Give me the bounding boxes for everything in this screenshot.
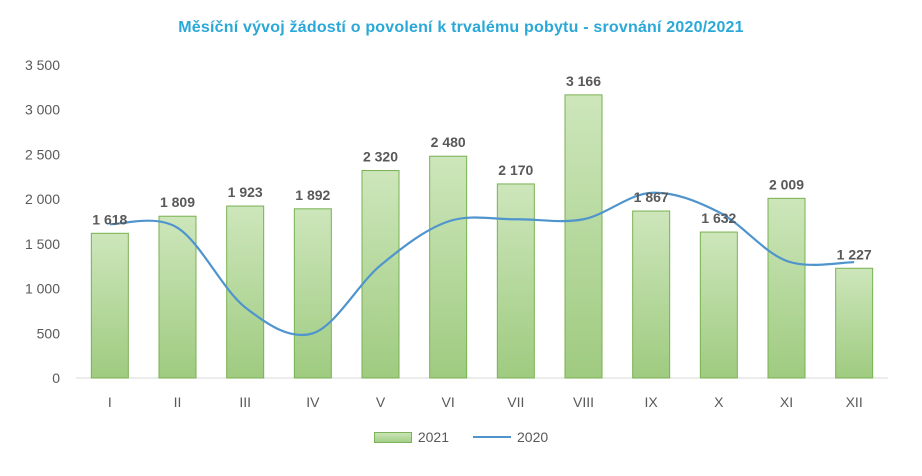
x-tick-label: V xyxy=(376,394,386,410)
bar-2021 xyxy=(226,205,265,379)
bar-2021 xyxy=(835,267,874,379)
bar-data-label: 1 867 xyxy=(634,189,669,205)
bar-data-label: 1 809 xyxy=(160,194,195,210)
bar-data-label: 2 009 xyxy=(769,176,804,192)
legend-item-2021: 2021 xyxy=(373,429,449,445)
bar-data-label: 1 632 xyxy=(701,210,736,226)
bar-data-label: 3 166 xyxy=(566,73,601,89)
bar-2021 xyxy=(699,231,738,379)
y-tick-label: 500 xyxy=(37,325,61,341)
x-tick-label: IV xyxy=(306,394,320,410)
legend-item-2020: 2020 xyxy=(473,429,548,445)
bar-2021 xyxy=(496,183,535,379)
bar-data-label: 2 170 xyxy=(498,162,533,178)
bar-2021 xyxy=(90,232,129,379)
bar-2021 xyxy=(361,170,400,379)
bar-data-label: 2 320 xyxy=(363,149,398,165)
chart-title: Měsíční vývoj žádostí o povolení k trval… xyxy=(178,19,744,36)
x-tick-label: IX xyxy=(645,394,659,410)
y-tick-label: 2 000 xyxy=(25,191,60,207)
bar-data-label: 1 923 xyxy=(228,184,263,200)
y-tick-label: 3 500 xyxy=(25,57,60,73)
bar-data-label: 2 480 xyxy=(431,134,466,150)
bar-2021 xyxy=(767,197,806,379)
bar-data-label: 1 892 xyxy=(295,187,330,203)
bar-2021 xyxy=(564,94,603,379)
legend-swatch-bar xyxy=(373,431,412,443)
bar-2021 xyxy=(293,208,332,379)
y-tick-label: 0 xyxy=(52,370,60,386)
chart-legend: 2021 2020 xyxy=(0,429,922,445)
bar-data-label: 1 227 xyxy=(837,246,872,262)
x-tick-label: X xyxy=(714,394,724,410)
y-tick-label: 3 000 xyxy=(25,102,60,118)
y-tick-label: 2 500 xyxy=(25,146,60,162)
legend-swatch-line xyxy=(473,436,511,438)
bar-2021 xyxy=(632,210,671,379)
x-tick-label: XI xyxy=(780,394,793,410)
line-2020 xyxy=(109,191,855,336)
x-tick-label: II xyxy=(174,394,182,410)
bar-data-label: 1 618 xyxy=(92,211,127,227)
y-tick-label: 1 000 xyxy=(25,281,60,297)
legend-label-2020: 2020 xyxy=(517,429,549,445)
x-tick-label: I xyxy=(108,394,112,410)
x-tick-label: VI xyxy=(442,394,455,410)
bar-2021 xyxy=(429,155,468,379)
x-tick-label: VIII xyxy=(573,394,594,410)
y-tick-label: 1 500 xyxy=(25,236,60,252)
x-tick-label: III xyxy=(239,394,251,410)
bar-2021 xyxy=(158,215,197,379)
legend-label-2021: 2021 xyxy=(417,429,449,445)
x-tick-label: VII xyxy=(507,394,524,410)
x-tick-label: XII xyxy=(846,394,863,410)
